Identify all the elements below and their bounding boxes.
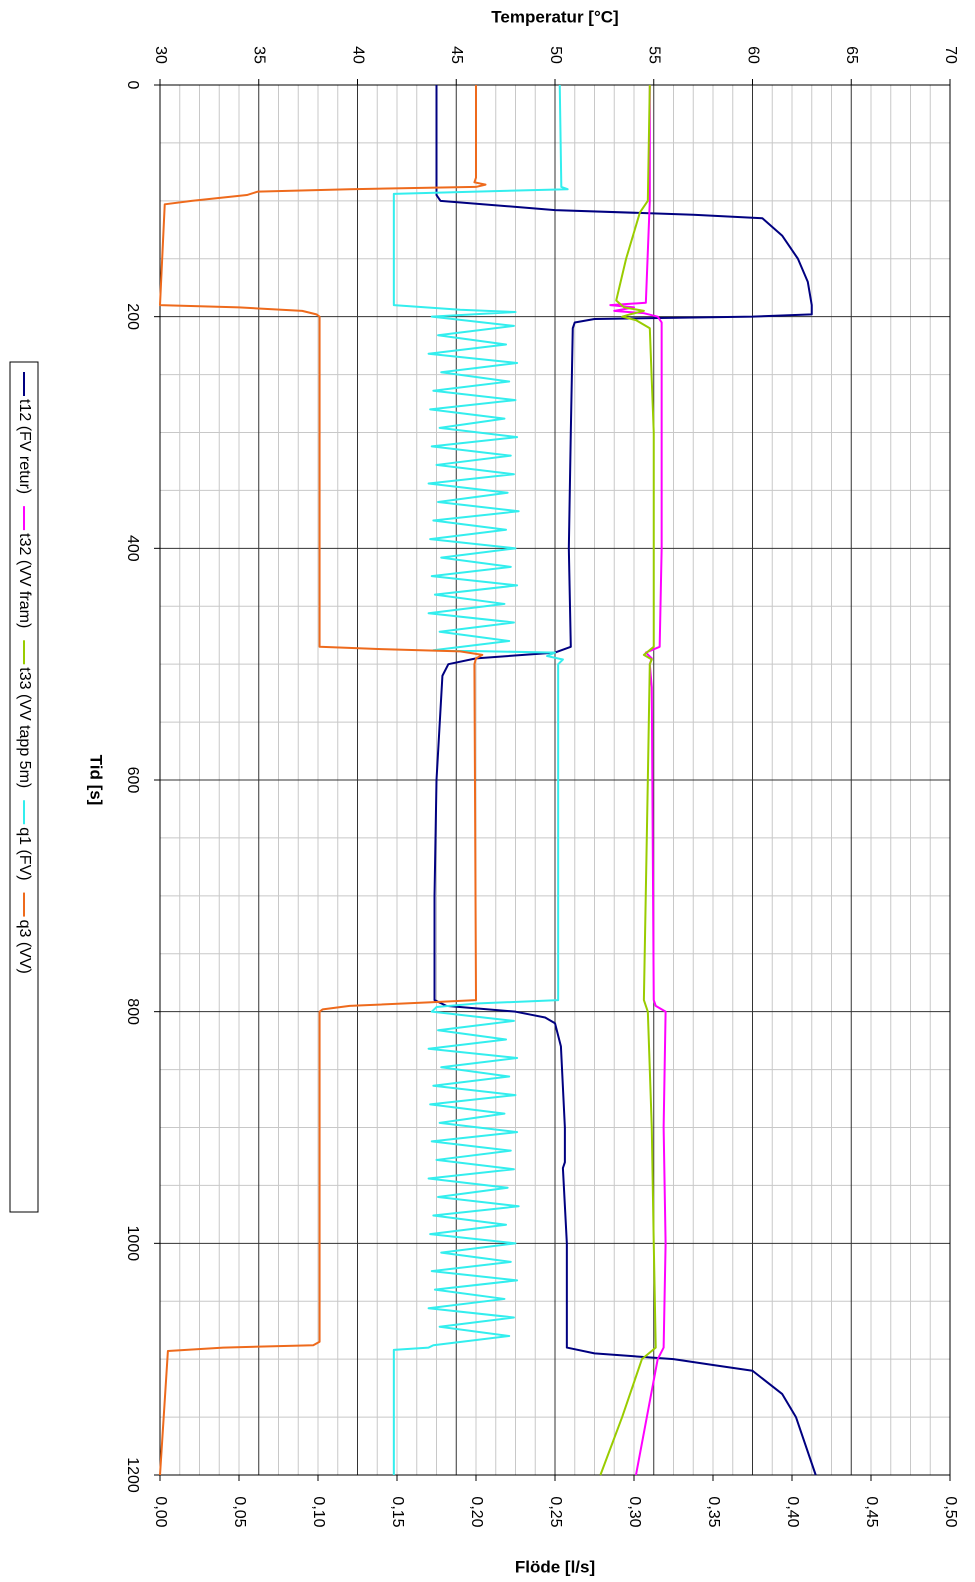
- y-tick-label: 40: [349, 46, 366, 64]
- legend-label: q1 (FV): [16, 827, 33, 880]
- y2-tick-label: 0,35: [705, 1496, 722, 1527]
- y2-tick-label: 0,20: [468, 1496, 485, 1527]
- y2-tick-label: 0,25: [547, 1496, 564, 1527]
- legend-label: q3 (VV): [16, 920, 33, 974]
- y-tick-label: 60: [744, 46, 761, 64]
- x-tick-label: 600: [124, 767, 141, 794]
- y2-tick-label: 0,45: [863, 1496, 880, 1527]
- y-tick-label: 70: [942, 46, 959, 64]
- y2-tick-label: 0,00: [152, 1496, 169, 1527]
- legend-box: [9, 361, 39, 1213]
- x-tick-label: 0: [124, 81, 141, 90]
- legend-label: t33 (VV tapp 5m): [16, 667, 33, 788]
- y2-tick-label: 0,10: [310, 1496, 327, 1527]
- x-axis-title: Tid [s]: [87, 755, 106, 806]
- y-tick-label: 55: [646, 46, 663, 64]
- y-tick-label: 45: [448, 46, 465, 64]
- y-axis-title: Temperatur [°C]: [491, 7, 618, 26]
- legend-label: t12 (FV retur): [16, 399, 33, 494]
- y2-tick-label: 0,50: [942, 1496, 959, 1527]
- y-tick-label: 30: [152, 46, 169, 64]
- x-tick-label: 200: [124, 303, 141, 330]
- series-line: [433, 85, 817, 1476]
- series-line: [392, 84, 569, 1475]
- legend: t12 (FV retur) t32 (VV fram) t33 (VV tapp …: [16, 372, 33, 974]
- y2-tick-label: 0,30: [626, 1496, 643, 1527]
- y-tick-label: 50: [547, 46, 564, 64]
- y2-axis-title: Flöde [l/s]: [515, 1557, 595, 1576]
- x-tick-label: 800: [124, 998, 141, 1025]
- legend-label: t32 (VV fram): [16, 533, 33, 628]
- plot-border: [159, 84, 951, 1476]
- y-tick-label: 35: [251, 46, 268, 64]
- series-line: [609, 85, 667, 1476]
- x-tick-label: 1200: [124, 1457, 141, 1493]
- y2-tick-label: 0,05: [231, 1496, 248, 1527]
- x-tick-label: 400: [124, 535, 141, 562]
- y-tick-label: 65: [843, 46, 860, 64]
- y2-tick-label: 0,15: [389, 1496, 406, 1527]
- y2-tick-label: 0,40: [784, 1496, 801, 1527]
- series-line: [599, 84, 657, 1476]
- series-line: [159, 85, 487, 1476]
- x-tick-label: 1000: [124, 1226, 141, 1262]
